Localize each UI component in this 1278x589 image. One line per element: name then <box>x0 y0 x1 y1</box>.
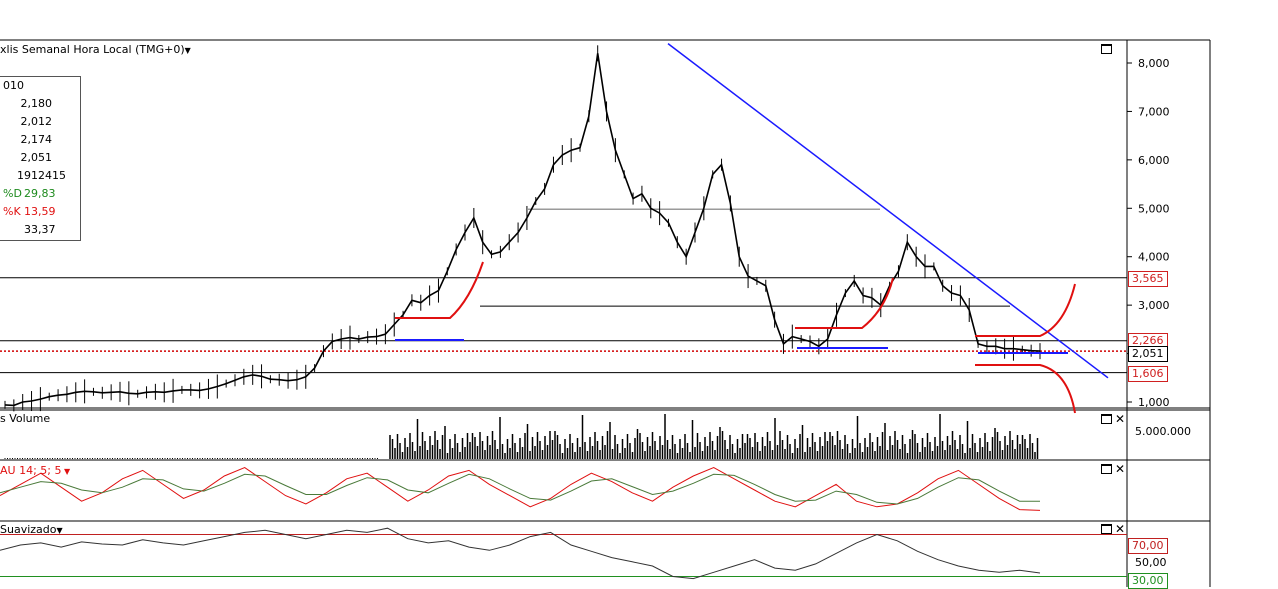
info-date: 010 <box>0 77 80 95</box>
price-tag-resistance-text: 3,565 <box>1132 272 1164 285</box>
stochastic-lines <box>0 467 1041 511</box>
red-curve-2 <box>795 277 894 329</box>
price-tag-last-text: 2,051 <box>1132 347 1164 360</box>
volume-pane-title[interactable]: s Volume <box>0 412 50 425</box>
info-open-value: 2,180 <box>20 97 53 110</box>
data-window: 010 2,180 2,012 2,174 2,051 1912415 %D 29… <box>0 76 81 241</box>
red-curve-3 <box>975 283 1076 337</box>
rsi-line-path <box>0 527 1041 580</box>
maximize-rsi-button[interactable] <box>1101 524 1112 534</box>
ytick-label: 3,000 <box>1138 299 1170 312</box>
price-tag-high-text: 2,266 <box>1132 334 1164 347</box>
rsi-lower-text: 30,00 <box>1132 574 1164 587</box>
maximize-stochastic-button[interactable] <box>1101 464 1112 474</box>
rsi-tag-lower: 30,00 <box>1128 573 1168 589</box>
stochastic-pane-title[interactable]: AU 14; 5; 5 ▼ <box>0 464 70 477</box>
info-volume-value: 1912415 <box>17 169 66 182</box>
volume-bars <box>4 414 1039 459</box>
price-series <box>4 45 1041 412</box>
rsi-tag-upper: 70,00 <box>1128 538 1168 554</box>
info-d-label: %D <box>3 187 22 200</box>
red-curve-1 <box>395 261 484 319</box>
ytick-label: 5,000 <box>1138 202 1170 215</box>
price-tag-support-text: 1,606 <box>1132 367 1164 380</box>
ytick-label: 8,000 <box>1138 57 1170 70</box>
rsi-axis-tick: 50,00 <box>1132 556 1170 570</box>
info-k-label: %K <box>3 205 21 218</box>
info-close: 2,051 <box>0 149 80 167</box>
info-d-value: 29,83 <box>24 187 56 200</box>
stochastic-line-k <box>0 467 1041 511</box>
horizontal-levels <box>0 208 1127 374</box>
volume-tick-text: 5.000.000 <box>1135 425 1191 438</box>
trendline-line <box>667 43 1109 379</box>
ytick-label: 6,000 <box>1138 154 1170 167</box>
triangle-down-icon[interactable]: ▼ <box>56 526 63 535</box>
info-k-value: 13,59 <box>24 205 56 218</box>
stochastic-line-d <box>0 473 1041 505</box>
price-tag-support: 1,606 <box>1128 366 1168 382</box>
triangle-down-icon[interactable]: ▼ <box>61 467 71 476</box>
rsi-title-text: Suavizado <box>0 523 57 536</box>
maximize-volume-button[interactable] <box>1101 414 1112 424</box>
info-open: 2,180 <box>0 95 80 113</box>
info-low-value: 2,174 <box>20 133 53 146</box>
price-line <box>4 53 1041 407</box>
close-stochastic-icon[interactable]: ✕ <box>1115 462 1126 476</box>
annotation-curves <box>395 261 1076 414</box>
ytick-label: 4,000 <box>1138 251 1170 264</box>
volume-axis-tick: 5.000.000 <box>1132 425 1194 439</box>
close-volume-icon[interactable]: ✕ <box>1115 412 1126 426</box>
info-rsi-value: 33,37 <box>24 223 56 236</box>
price-tag-last: 2,051 <box>1128 346 1168 362</box>
red-curve-4 <box>975 364 1076 414</box>
info-date-value: 010 <box>3 79 24 92</box>
triangle-down-icon[interactable]: ▼ <box>184 46 191 55</box>
chart-title[interactable]: xlis Semanal Hora Local (TMG+0)▼ <box>0 43 191 56</box>
ytick-label: 1,000 <box>1138 396 1170 409</box>
chart-frame <box>0 39 1211 587</box>
price-tag-resistance: 3,565 <box>1128 271 1168 287</box>
info-close-value: 2,051 <box>20 151 53 164</box>
info-volume: 1912415 <box>0 167 80 185</box>
maximize-pane-button[interactable] <box>1101 44 1112 54</box>
rsi-line <box>0 527 1127 580</box>
close-rsi-icon[interactable]: ✕ <box>1115 522 1126 536</box>
info-rsi: 33,37 <box>0 221 80 239</box>
info-k: %K 13,59 <box>0 203 80 221</box>
stochastic-title-text: AU 14; 5; 5 <box>0 464 62 477</box>
ytick-label: 7,000 <box>1138 105 1170 118</box>
rsi-upper-text: 70,00 <box>1132 539 1164 552</box>
chart-title-text: xlis Semanal Hora Local (TMG+0) <box>0 43 185 56</box>
info-high-value: 2,012 <box>20 115 53 128</box>
trendline <box>395 43 1109 379</box>
info-d: %D 29,83 <box>0 185 80 203</box>
info-high: 2,012 <box>0 113 80 131</box>
volume-title-text: s Volume <box>0 412 51 425</box>
info-low: 2,174 <box>0 131 80 149</box>
price-axis: 1,000 3,000 4,000 5,000 6,000 7,000 8,000 <box>1127 57 1170 409</box>
rsi-pane-title[interactable]: Suavizado▼ <box>0 523 63 536</box>
